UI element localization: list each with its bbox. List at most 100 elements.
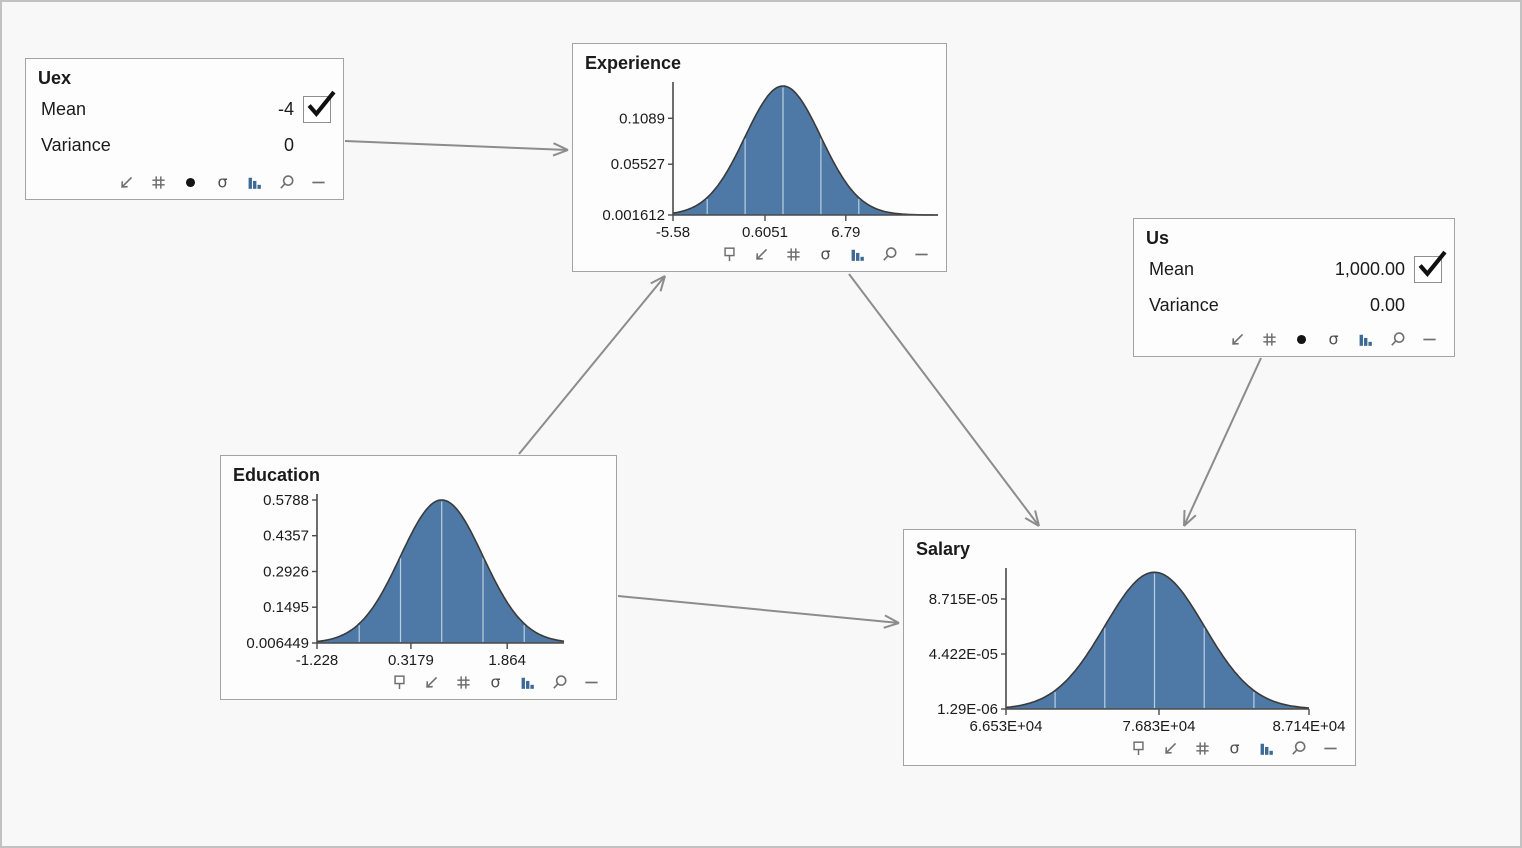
edge-education-experience[interactable] [518,275,666,455]
svg-text:1.864: 1.864 [488,652,526,669]
node-experience[interactable]: Experience 0.1089 0.05527 0.001612 -5.58 0.6… [572,43,947,272]
edge-us-salary[interactable] [1183,357,1262,527]
grid-icon[interactable] [454,673,473,692]
sigma-icon[interactable]: σ [1324,330,1343,349]
svg-text:σ: σ [1229,739,1239,757]
svg-text:0.5788: 0.5788 [263,492,309,509]
node-us[interactable]: Us Mean 1,000.00 Variance 0.00 σ [1133,218,1455,357]
node-education[interactable]: Education 0.5788 0.4357 0.2926 0.1495 0.0064… [220,455,617,700]
mean-value[interactable]: 1,000.00 [1334,258,1405,279]
histogram-icon[interactable] [245,173,264,192]
grid-icon[interactable] [784,245,803,264]
arrow-icon[interactable] [1161,739,1180,758]
mean-value[interactable]: -4 [277,98,294,119]
grid-icon[interactable] [149,173,168,192]
variance-value[interactable]: 0 [283,134,294,155]
svg-text:-1.228: -1.228 [296,652,339,669]
svg-text:0.6051: 0.6051 [742,224,788,241]
node-salary[interactable]: Salary 8.715E-05 4.422E-05 1.29E-06 6.653E+… [903,529,1356,766]
magnifier-icon[interactable] [550,673,569,692]
flag-icon[interactable] [390,673,409,692]
mean-row: Mean 1,000.00 [1134,250,1454,287]
svg-text:4.422E-05: 4.422E-05 [929,646,998,663]
mean-checkbox[interactable] [303,90,336,123]
mean-label: Mean [41,98,87,119]
flag-icon[interactable] [1129,739,1148,758]
histogram-icon[interactable] [518,673,537,692]
arrow-icon[interactable] [422,673,441,692]
node-title: Uex [38,68,72,88]
sigma-icon[interactable]: σ [1225,739,1244,758]
check-icon [307,90,336,117]
svg-text:-5.58: -5.58 [656,224,690,241]
dot-icon[interactable] [181,173,200,192]
svg-text:0.3179: 0.3179 [388,652,434,669]
svg-text:6.653E+04: 6.653E+04 [970,718,1043,735]
node-title: Experience [585,53,682,73]
node-title: Salary [916,539,971,559]
arrow-icon[interactable] [752,245,771,264]
svg-text:0.1089: 0.1089 [619,110,665,127]
education-density-chart: 0.5788 0.4357 0.2926 0.1495 0.006449 -1.228 0.… [221,488,616,673]
svg-text:8.715E-05: 8.715E-05 [929,591,998,608]
svg-text:8.714E+04: 8.714E+04 [1273,718,1346,735]
density-plot: 8.715E-05 4.422E-05 1.29E-066.653E+04 7.683… [929,568,1346,735]
salary-density-chart: 8.715E-05 4.422E-05 1.29E-06 6.653E+04 7.683… [904,562,1355,739]
variance-value[interactable]: 0.00 [1369,294,1405,315]
sigma-icon[interactable]: σ [486,673,505,692]
magnifier-icon[interactable] [277,173,296,192]
node-toolbar: σ [573,245,946,271]
node-title: Us [1146,228,1170,248]
edge-uex-experience[interactable] [344,140,569,157]
svg-text:σ: σ [1328,330,1338,348]
magnifier-icon[interactable] [880,245,899,264]
experience-density-chart: 0.1089 0.05527 0.001612 -5.58 0.6051 6.79 [573,76,946,245]
node-toolbar: σ [221,673,616,699]
svg-text:1.29E-06: 1.29E-06 [937,701,998,718]
sigma-icon[interactable]: σ [816,245,835,264]
svg-text:6.79: 6.79 [831,224,860,241]
minus-icon[interactable] [1420,330,1439,349]
density-plot: 0.5788 0.4357 0.2926 0.1495 0.006449-1.228 0.… [246,492,565,669]
node-toolbar: σ [26,173,343,199]
svg-text:0.05527: 0.05527 [611,156,665,173]
node-toolbar: σ [904,739,1355,765]
edge-experience-salary[interactable] [848,273,1040,527]
minus-icon[interactable] [1321,739,1340,758]
magnifier-icon[interactable] [1388,330,1407,349]
arrow-icon[interactable] [1228,330,1247,349]
mean-checkbox[interactable] [1414,250,1447,283]
variance-label: Variance [1149,294,1219,315]
svg-text:0.001612: 0.001612 [602,207,665,224]
histogram-icon[interactable] [848,245,867,264]
density-plot: 0.1089 0.05527 0.001612-5.58 0.6051 6.79 [602,82,938,241]
variance-row: Variance 0.00 [1134,287,1454,323]
svg-text:0.1495: 0.1495 [263,599,309,616]
variance-row: Variance 0 [26,127,343,163]
edge-education-salary[interactable] [617,595,900,629]
dot-icon[interactable] [1292,330,1311,349]
grid-icon[interactable] [1193,739,1212,758]
histogram-icon[interactable] [1257,739,1276,758]
minus-icon[interactable] [309,173,328,192]
mean-label: Mean [1149,258,1195,279]
arrow-icon[interactable] [117,173,136,192]
svg-text:7.683E+04: 7.683E+04 [1123,718,1196,735]
minus-icon[interactable] [582,673,601,692]
svg-text:0.2926: 0.2926 [263,564,309,581]
svg-text:σ: σ [820,245,830,263]
node-title: Education [233,465,321,485]
variance-label: Variance [41,134,111,155]
check-icon [1418,250,1447,277]
histogram-icon[interactable] [1356,330,1375,349]
magnifier-icon[interactable] [1289,739,1308,758]
minus-icon[interactable] [912,245,931,264]
sigma-icon[interactable]: σ [213,173,232,192]
svg-text:0.4357: 0.4357 [263,528,309,545]
grid-icon[interactable] [1260,330,1279,349]
svg-text:σ: σ [490,673,500,691]
node-uex[interactable]: Uex Mean -4 Variance 0 σ [25,58,344,200]
flag-icon[interactable] [720,245,739,264]
